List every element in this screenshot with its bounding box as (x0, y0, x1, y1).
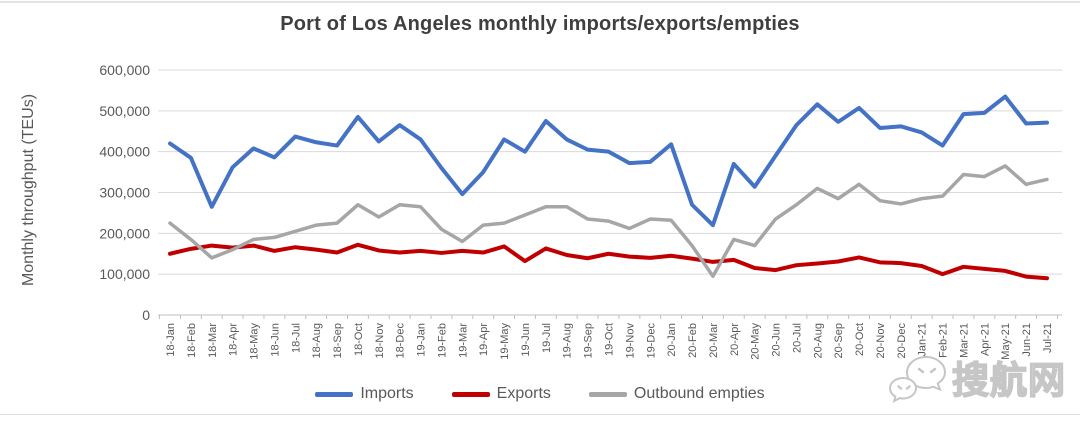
x-axis-tick-label: 19-Sep (583, 323, 595, 358)
x-axis-tick-label: 18-Mar (207, 323, 219, 358)
x-axis-tick-label: 20-Apr (729, 323, 741, 356)
x-axis-tick-label: 18-Feb (186, 323, 198, 358)
x-axis-tick-label: 18-Sep (332, 323, 344, 358)
x-axis-tick-label: 19-Aug (562, 323, 574, 358)
x-axis-tick-label: 18-Jun (269, 323, 281, 357)
x-axis-tick-label: 18-Dec (395, 323, 407, 359)
x-axis-tick-label: Jul-21 (1042, 323, 1054, 353)
x-axis-tick-label: 19-Feb (436, 323, 448, 358)
chart-title: Port of Los Angeles monthly imports/expo… (280, 13, 800, 35)
x-axis-tick-label: 20-Nov (875, 323, 887, 359)
x-axis-tick-label: 19-Mar (457, 323, 469, 358)
x-axis-tick-label: 19-Dec (645, 323, 657, 359)
x-axis-tick-label: 19-May (499, 323, 511, 360)
x-axis-tick-label: 20-Aug (812, 323, 824, 358)
x-axis-tick-label: 19-Jun (520, 323, 532, 357)
x-axis-tick-label: 19-Nov (624, 323, 636, 359)
x-axis-tick-label: Jun-21 (1021, 323, 1033, 357)
empties-line-swatch-icon (588, 391, 627, 397)
x-axis-tick-label: 20-Jul (791, 323, 803, 353)
x-axis-tick-label: 20-Mar (708, 323, 720, 358)
x-axis-tick-label: 18-May (249, 323, 261, 360)
x-axis-tick-label: 18-Aug (311, 323, 323, 358)
y-axis-tick-label: 300,000 (99, 185, 150, 201)
x-axis-tick-label: 20-Jun (771, 323, 783, 357)
chart-legend: Imports Exports Outbound empties (0, 381, 1080, 407)
legend-label-imports: Imports (360, 385, 414, 402)
y-axis-tick-label: 400,000 (99, 144, 150, 160)
x-axis-tick-label: 19-Oct (604, 323, 616, 356)
empties-line (168, 164, 1049, 278)
y-axis-tick-label: 500,000 (99, 103, 150, 119)
x-axis-tick-label: Apr-21 (979, 323, 991, 356)
imports-line-swatch-icon (315, 391, 354, 397)
x-axis-tick-label: 20-Jan (666, 323, 678, 357)
exports-line (168, 242, 1049, 281)
exports-line-swatch-icon (451, 391, 490, 397)
page-bottom-border (0, 414, 1080, 415)
legend-label-empties: Outbound empties (633, 385, 765, 402)
y-axis-tick-label: 600,000 (99, 62, 150, 78)
legend-label-exports: Exports (496, 385, 551, 402)
page-top-border (0, 1, 1080, 3)
x-axis-tick-label: 18-Jul (290, 323, 302, 353)
y-axis-tick-label: 200,000 (99, 225, 150, 241)
x-axis-tick-label: 20-May (750, 323, 762, 360)
x-axis-tick-label: 19-Jan (416, 323, 428, 357)
x-axis-tick-label: Mar-21 (958, 323, 970, 358)
x-axis-tick-label: 20-Sep (833, 323, 845, 358)
x-axis-tick-label: Jan-21 (917, 323, 929, 357)
x-axis-tick-label: 20-Feb (687, 323, 699, 358)
x-axis-tick-label: 18-Jan (165, 323, 177, 357)
x-axis-tick-label: Feb-21 (938, 323, 950, 358)
legend-item-exports: Exports (451, 385, 551, 403)
x-axis-tick-label: 20-Dec (896, 323, 908, 359)
x-axis-tick-label: 19-Apr (478, 323, 490, 356)
imports-line (168, 94, 1049, 228)
x-axis-tick-label: 19-Jul (541, 323, 553, 353)
legend-item-empties: Outbound empties (588, 385, 765, 403)
x-axis-tick-label: 18-Nov (374, 323, 386, 359)
x-axis-tick-label: 18-Apr (228, 323, 240, 356)
y-axis-tick-label: 100,000 (99, 266, 150, 282)
y-axis-tick-label: 0 (142, 307, 150, 323)
legend-item-imports: Imports (315, 385, 414, 403)
x-axis-tick-label: 18-Oct (353, 323, 365, 356)
x-axis-tick-label: May-21 (1000, 323, 1012, 360)
x-axis-tick-label: 20-Oct (854, 323, 866, 356)
